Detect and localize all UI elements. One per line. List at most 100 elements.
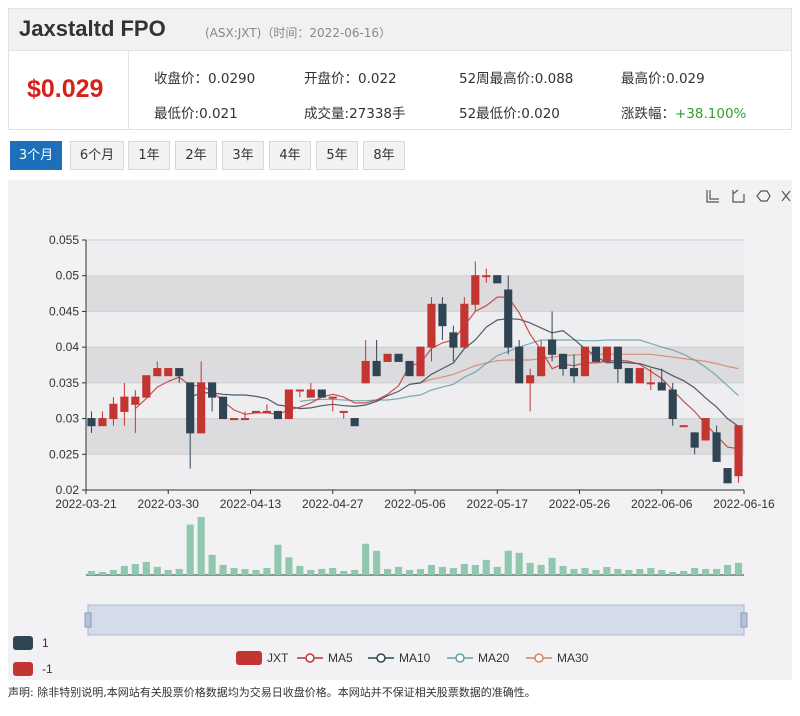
grid: [86, 239, 744, 491]
price-change: 涨跌幅：+38.100%: [621, 102, 746, 122]
save-icon[interactable]: [781, 190, 791, 202]
tab-2-years[interactable]: 2年: [175, 141, 217, 170]
grid-band: [86, 311, 744, 348]
x-tick-label: 2022-06-16: [713, 497, 775, 511]
tab-3-months[interactable]: 3个月: [10, 141, 62, 170]
volume-bar: [241, 568, 249, 575]
tab-1-year[interactable]: 1年: [128, 141, 170, 170]
volume: 成交量:27338手: [304, 102, 406, 122]
candle-body: [306, 389, 315, 398]
low-value: 0.021: [199, 106, 238, 122]
volume-bar: [142, 561, 150, 575]
volume-bar: [559, 565, 567, 575]
candle-body: [734, 425, 743, 477]
candle-body: [131, 396, 140, 405]
low-label: 最低价:: [154, 106, 200, 122]
legend-item-ma30[interactable]: MA30: [526, 651, 589, 665]
volume-bar: [603, 566, 611, 575]
volume-bar: [548, 557, 556, 575]
candle-body: [526, 375, 535, 384]
grid-band: [86, 347, 744, 383]
tab-6-months[interactable]: 6个月: [70, 141, 124, 170]
legend-label: MA5: [328, 651, 353, 665]
legend: JXT MA5 MA10 MA20 MA30: [236, 651, 589, 665]
volume-bar: [471, 564, 479, 575]
legend-item-jxt[interactable]: JXT: [236, 651, 289, 665]
visual-map-item[interactable]: 1: [13, 636, 49, 650]
kline-chart: 0.055 0.05 0.045 0.04 0.035 0.03 0.025 0.02 202…: [13, 189, 791, 676]
tab-8-years[interactable]: 8年: [363, 141, 405, 170]
zoom-handle[interactable]: [740, 612, 748, 628]
candle-body: [591, 346, 601, 362]
legend-label: MA20: [478, 651, 510, 665]
candle-body: [701, 418, 710, 441]
week52-low-label: 52最低价:: [459, 106, 522, 122]
volume-bar: [296, 565, 304, 575]
chart-panel: 0.055 0.05 0.045 0.04 0.035 0.03 0.025 0.02 202…: [8, 180, 792, 680]
stock-meta: (ASX:JXT)（时间：2022-06-16）: [205, 26, 392, 40]
zoom-reset-icon[interactable]: [732, 189, 745, 203]
y-tick-label: 0.035: [49, 376, 79, 390]
zoom-handle[interactable]: [84, 612, 92, 628]
volume-bar: [285, 557, 293, 575]
volume-label: 成交量:: [304, 106, 350, 122]
candle-body: [613, 346, 622, 370]
ma10-line: [189, 317, 739, 427]
close-label: 收盘价：: [154, 71, 208, 87]
zoom-slider-window[interactable]: [87, 604, 745, 636]
tab-3-years[interactable]: 3年: [222, 141, 264, 170]
candle-body: [548, 339, 557, 355]
volume-bar: [351, 569, 359, 575]
week52-high-label: 52周最高价:: [459, 71, 535, 87]
volume-bar: [98, 571, 107, 575]
legend-label: MA30: [557, 651, 589, 665]
zoom-icon[interactable]: [706, 190, 719, 203]
volume-bar: [691, 567, 699, 575]
volume-bar: [109, 569, 117, 575]
volume-bar: [274, 544, 282, 575]
week52-high: 52周最高价:0.088: [459, 67, 573, 87]
divider: [128, 51, 129, 129]
legend-swatch-dot: [455, 653, 465, 663]
candle-body: [405, 360, 414, 377]
visual-map-swatch: [13, 636, 33, 650]
volume-bar: [87, 570, 96, 575]
legend-swatch-dot: [376, 653, 386, 663]
legend-item-ma10[interactable]: MA10: [368, 651, 431, 665]
week52-high-value: 0.088: [534, 71, 574, 87]
volume-bar: [131, 563, 139, 575]
legend-swatch: [236, 651, 262, 665]
volume-bar: [307, 569, 315, 575]
candle-body: [350, 418, 359, 427]
volume-bar: [329, 567, 337, 575]
y-tick-label: 0.055: [49, 233, 79, 247]
candle-body: [284, 389, 293, 420]
candle-body: [449, 332, 458, 348]
restore-icon[interactable]: [756, 190, 771, 202]
volume-bar: [164, 569, 172, 575]
visual-map-item[interactable]: -1: [13, 662, 53, 676]
open-price: 开盘价：0.022: [304, 67, 397, 87]
candle-body: [383, 353, 392, 362]
legend-item-ma20[interactable]: MA20: [447, 651, 510, 665]
candle-body: [208, 382, 217, 398]
legend-item-ma5[interactable]: MA5: [297, 651, 353, 665]
high-value: 0.029: [666, 71, 705, 87]
volume-bar: [482, 559, 490, 575]
volume-bar: [318, 568, 326, 575]
candle-body: [657, 382, 666, 391]
change-label: 涨跌幅：: [621, 106, 675, 122]
candle-body: [460, 303, 469, 348]
tab-5-years[interactable]: 5年: [316, 141, 358, 170]
volume-bar: [427, 564, 436, 575]
x-axis: 2022-03-21 2022-03-30 2022-04-13 2022-04-27…: [55, 489, 775, 511]
volume-bar: [658, 569, 666, 575]
tab-4-years[interactable]: 4年: [269, 141, 311, 170]
candle-body: [723, 468, 732, 484]
y-tick-label: 0.045: [49, 304, 79, 318]
candle-body: [197, 382, 206, 434]
candle-body: [262, 410, 272, 413]
volume-bar: [362, 543, 370, 575]
volume-bar: [614, 568, 622, 575]
